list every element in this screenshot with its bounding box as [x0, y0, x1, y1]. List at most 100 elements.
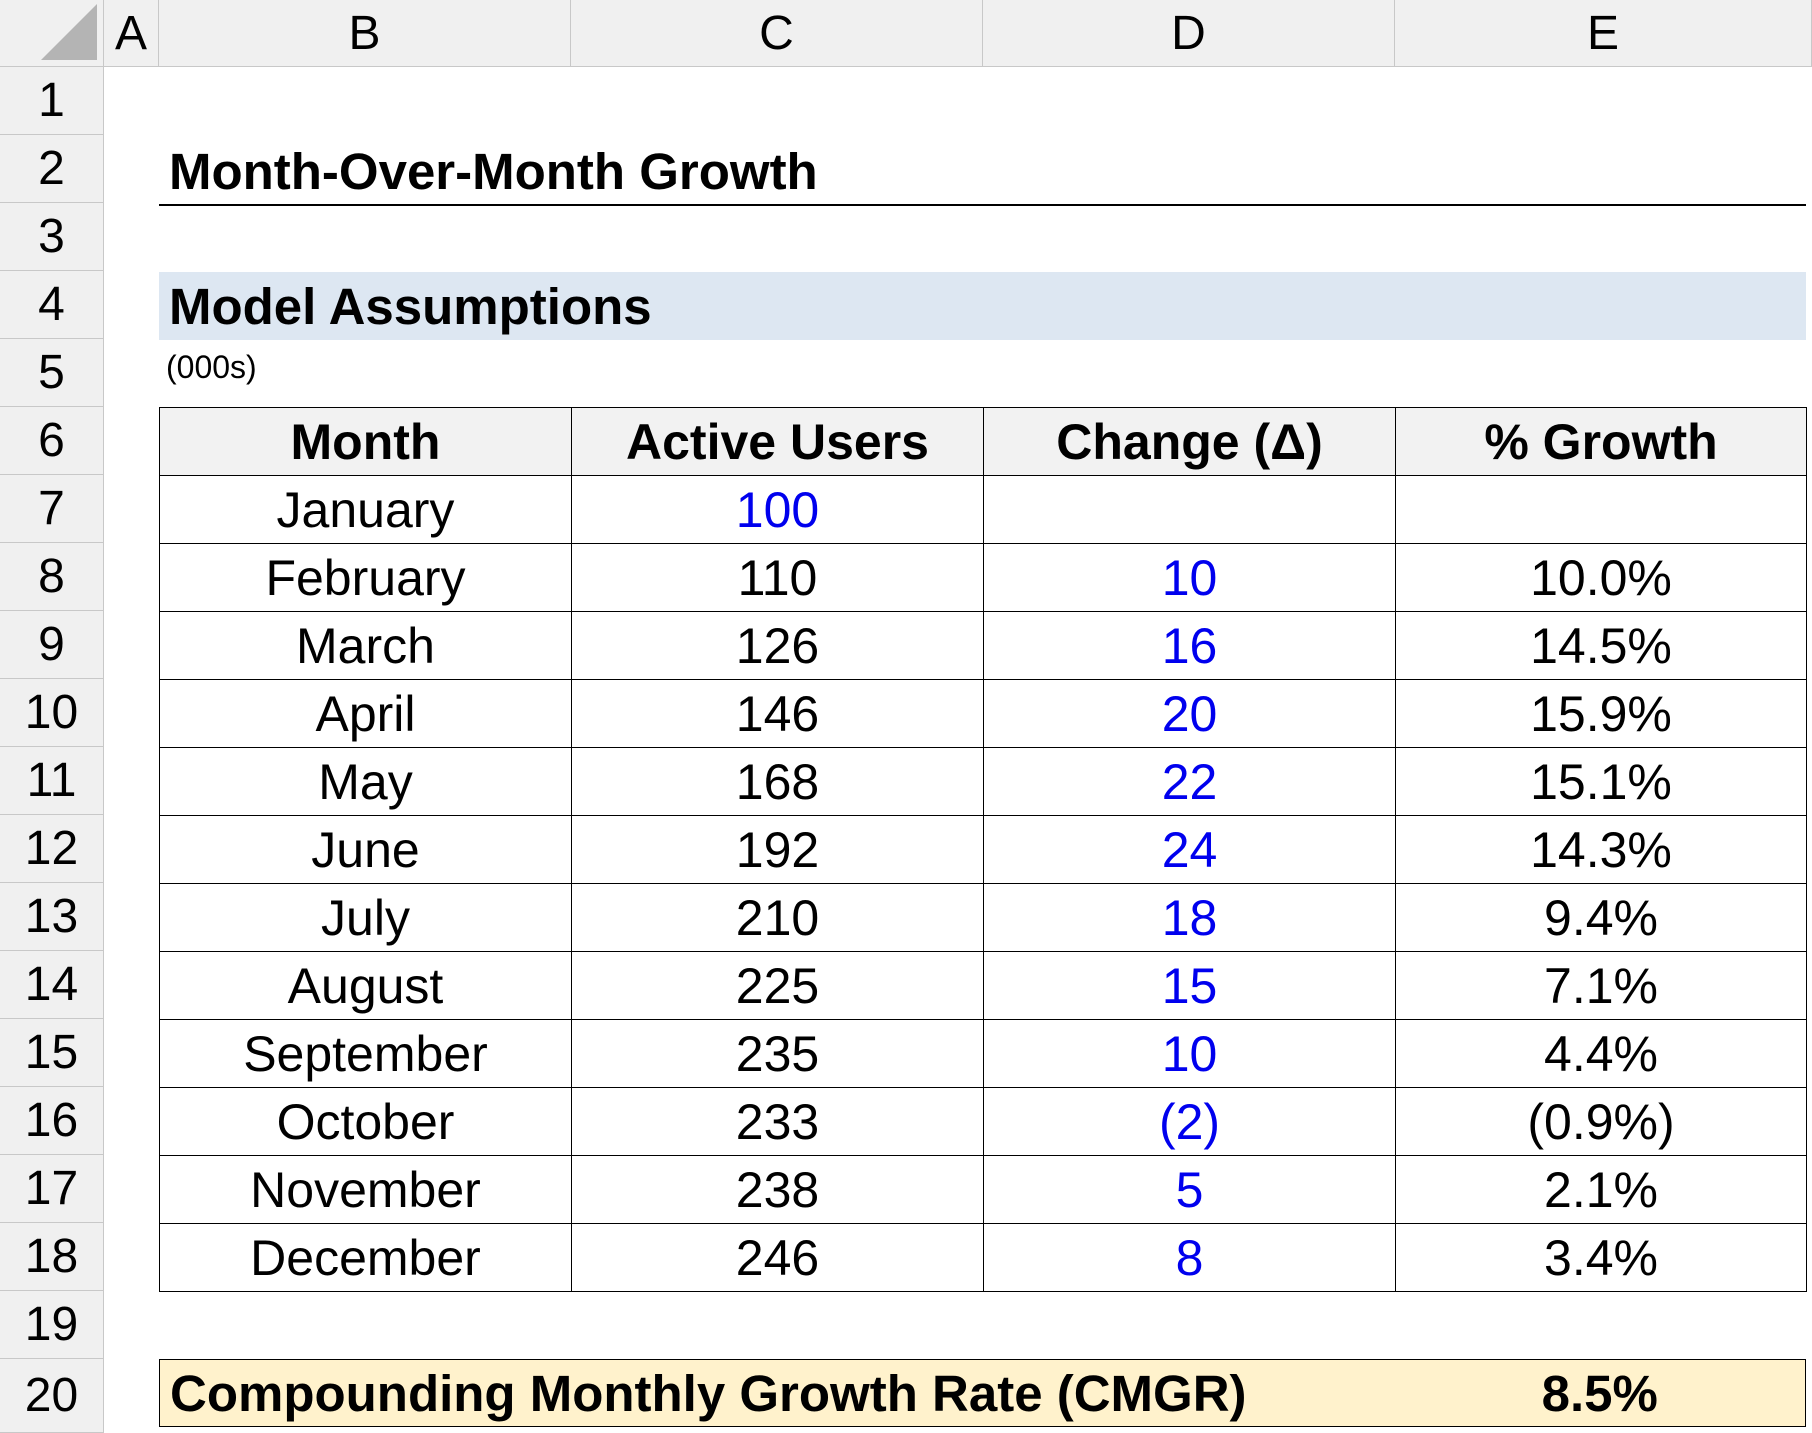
cell-change[interactable]: 5 [983, 1155, 1396, 1224]
row-header-1[interactable]: 1 [0, 67, 104, 135]
cell-month[interactable]: March [159, 611, 572, 680]
cell-growth[interactable]: 2.1% [1395, 1155, 1807, 1224]
cell-growth[interactable]: 7.1% [1395, 951, 1807, 1020]
cell-change[interactable]: 10 [983, 1019, 1396, 1088]
table-row: June 192 24 14.3% [159, 815, 1807, 884]
cell-active-users[interactable]: 192 [571, 815, 984, 884]
cell-growth[interactable] [1395, 475, 1807, 544]
cell-growth[interactable]: 10.0% [1395, 543, 1807, 612]
cell-active-users[interactable]: 246 [571, 1223, 984, 1292]
cell-growth[interactable]: 9.4% [1395, 883, 1807, 952]
cell-month[interactable]: May [159, 747, 572, 816]
cell-active-users[interactable]: 225 [571, 951, 984, 1020]
row-header-9[interactable]: 9 [0, 611, 104, 679]
table-row: January 100 [159, 475, 1807, 544]
row-header-12[interactable]: 12 [0, 815, 104, 883]
row-header-4[interactable]: 4 [0, 271, 104, 339]
table-row: September 235 10 4.4% [159, 1019, 1807, 1088]
column-header-a[interactable]: A [104, 0, 159, 67]
row-header-6[interactable]: 6 [0, 407, 104, 475]
sheet-title[interactable]: Month-Over-Month Growth [159, 138, 1806, 206]
row-header-15[interactable]: 15 [0, 1019, 104, 1087]
cell-growth[interactable]: 3.4% [1395, 1223, 1807, 1292]
cmgr-row: Compounding Monthly Growth Rate (CMGR) 8… [159, 1359, 1806, 1427]
cell-growth[interactable]: 14.3% [1395, 815, 1807, 884]
cell-month[interactable]: September [159, 1019, 572, 1088]
cell-growth[interactable]: 14.5% [1395, 611, 1807, 680]
cell-change[interactable]: (2) [983, 1087, 1396, 1156]
table-row: February 110 10 10.0% [159, 543, 1807, 612]
table-header-row: Month Active Users Change (Δ) % Growth [159, 407, 1807, 476]
cell-month[interactable]: December [159, 1223, 572, 1292]
cell-change[interactable] [983, 475, 1396, 544]
cell-growth[interactable]: 4.4% [1395, 1019, 1807, 1088]
row-header-7[interactable]: 7 [0, 475, 104, 543]
header-change[interactable]: Change (Δ) [983, 407, 1396, 476]
cell-month[interactable]: October [159, 1087, 572, 1156]
column-header-e[interactable]: E [1395, 0, 1812, 67]
cell-growth[interactable]: (0.9%) [1395, 1087, 1807, 1156]
table-row: March 126 16 14.5% [159, 611, 1807, 680]
row-header-20[interactable]: 20 [0, 1359, 104, 1433]
header-active-users[interactable]: Active Users [571, 407, 984, 476]
column-header-c[interactable]: C [571, 0, 983, 67]
cell-change[interactable]: 24 [983, 815, 1396, 884]
table-row: October 233 (2) (0.9%) [159, 1087, 1807, 1156]
header-growth[interactable]: % Growth [1395, 407, 1807, 476]
row-header-16[interactable]: 16 [0, 1087, 104, 1155]
table-row: August 225 15 7.1% [159, 951, 1807, 1020]
row-header-2[interactable]: 2 [0, 135, 104, 203]
cell-change[interactable]: 16 [983, 611, 1396, 680]
cell-change[interactable]: 22 [983, 747, 1396, 816]
units-label[interactable]: (000s) [166, 348, 257, 385]
row-header-14[interactable]: 14 [0, 951, 104, 1019]
section-title[interactable]: Model Assumptions [159, 272, 1806, 340]
cell-growth[interactable]: 15.1% [1395, 747, 1807, 816]
select-all-triangle-icon [41, 4, 97, 60]
row-header-13[interactable]: 13 [0, 883, 104, 951]
cell-active-users[interactable]: 210 [571, 883, 984, 952]
growth-table: Month Active Users Change (Δ) % Growth J… [159, 407, 1807, 1292]
row-header-11[interactable]: 11 [0, 747, 104, 815]
cell-active-users[interactable]: 110 [571, 543, 984, 612]
row-header-5[interactable]: 5 [0, 339, 104, 407]
row-header-10[interactable]: 10 [0, 679, 104, 747]
table-row: December 246 8 3.4% [159, 1223, 1807, 1292]
cell-growth[interactable]: 15.9% [1395, 679, 1807, 748]
row-header-19[interactable]: 19 [0, 1291, 104, 1359]
row-header-8[interactable]: 8 [0, 543, 104, 611]
cell-active-users[interactable]: 146 [571, 679, 984, 748]
cmgr-value[interactable]: 8.5% [1541, 1364, 1658, 1422]
cell-active-users[interactable]: 235 [571, 1019, 984, 1088]
cell-change[interactable]: 10 [983, 543, 1396, 612]
cell-month[interactable]: July [159, 883, 572, 952]
cell-month[interactable]: August [159, 951, 572, 1020]
cell-active-users[interactable]: 238 [571, 1155, 984, 1224]
row-header-17[interactable]: 17 [0, 1155, 104, 1223]
cell-active-users[interactable]: 233 [571, 1087, 984, 1156]
cell-change[interactable]: 8 [983, 1223, 1396, 1292]
cell-month[interactable]: April [159, 679, 572, 748]
column-header-b[interactable]: B [159, 0, 571, 67]
table-row: May 168 22 15.1% [159, 747, 1807, 816]
cell-month[interactable]: January [159, 475, 572, 544]
table-row: April 146 20 15.9% [159, 679, 1807, 748]
cell-change[interactable]: 18 [983, 883, 1396, 952]
header-month[interactable]: Month [159, 407, 572, 476]
cell-month[interactable]: February [159, 543, 572, 612]
cell-active-users[interactable]: 100 [571, 475, 984, 544]
table-row: July 210 18 9.4% [159, 883, 1807, 952]
row-header-18[interactable]: 18 [0, 1223, 104, 1291]
cell-month[interactable]: November [159, 1155, 572, 1224]
cell-active-users[interactable]: 126 [571, 611, 984, 680]
cell-change[interactable]: 15 [983, 951, 1396, 1020]
cell-month[interactable]: June [159, 815, 572, 884]
cmgr-label[interactable]: Compounding Monthly Growth Rate (CMGR) [170, 1364, 1247, 1422]
cell-change[interactable]: 20 [983, 679, 1396, 748]
select-all-corner[interactable] [0, 0, 104, 67]
column-header-d[interactable]: D [983, 0, 1395, 67]
table-row: November 238 5 2.1% [159, 1155, 1807, 1224]
row-header-3[interactable]: 3 [0, 203, 104, 271]
cell-active-users[interactable]: 168 [571, 747, 984, 816]
